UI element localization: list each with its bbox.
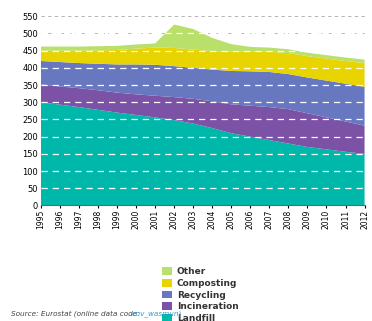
Text: env_wasmun): env_wasmun) (132, 310, 182, 317)
Text: Source: Eurostat (online data code:: Source: Eurostat (online data code: (11, 310, 142, 317)
Legend: Other, Composting, Recycling, Incineration, Landfill: Other, Composting, Recycling, Incinerati… (159, 264, 242, 321)
